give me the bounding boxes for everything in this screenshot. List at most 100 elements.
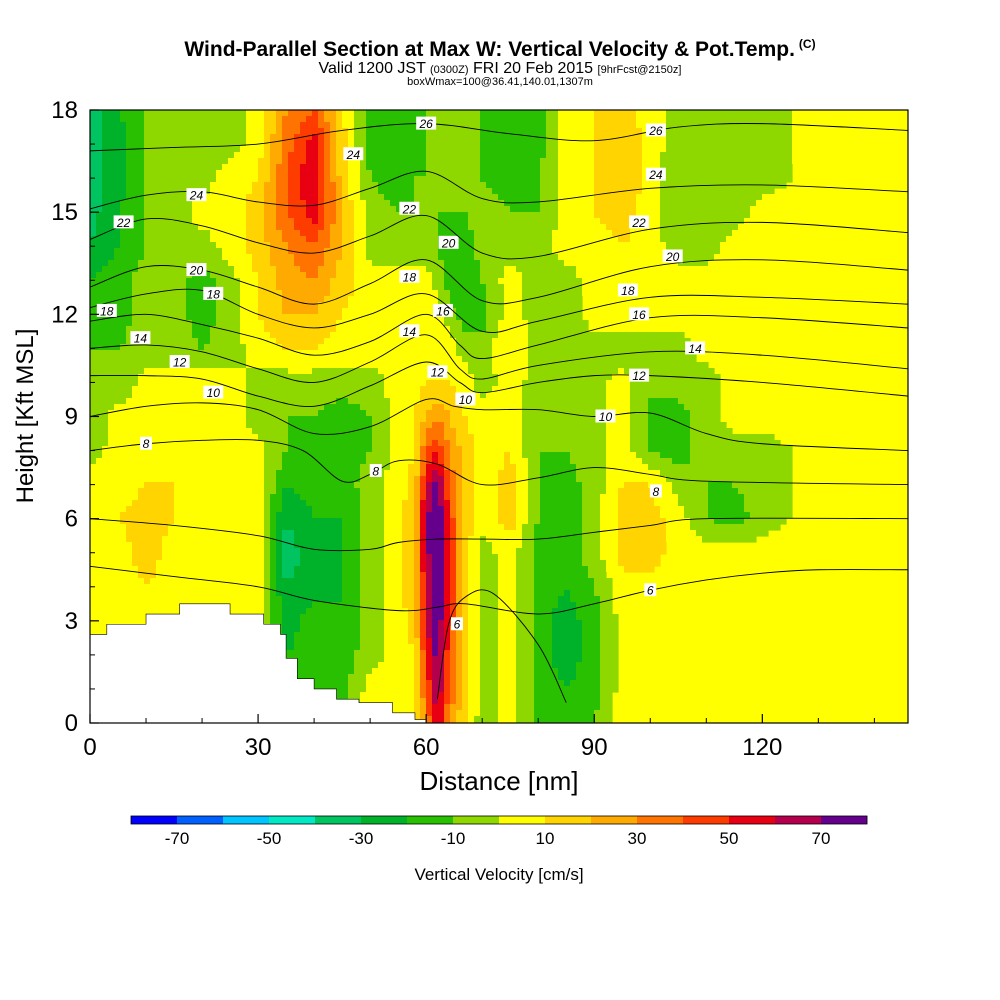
velocity-cell — [516, 638, 535, 645]
velocity-cell — [246, 410, 319, 417]
velocity-cell — [594, 188, 643, 195]
velocity-cell — [444, 578, 451, 585]
velocity-cell — [468, 674, 481, 681]
velocity-cell — [792, 146, 853, 153]
velocity-cell — [366, 206, 397, 213]
velocity-cell — [600, 626, 619, 633]
velocity-cell — [534, 614, 553, 621]
velocity-cell — [420, 434, 427, 441]
velocity-cell — [132, 284, 187, 291]
velocity-cell — [354, 122, 367, 129]
velocity-cell — [90, 602, 265, 609]
velocity-cell — [468, 692, 481, 699]
velocity-cell — [474, 512, 499, 519]
velocity-cell — [444, 566, 451, 573]
velocity-cell — [402, 578, 415, 585]
velocity-cell — [414, 446, 421, 453]
velocity-cell — [246, 350, 457, 357]
velocity-cell — [462, 494, 475, 501]
velocity-cell — [270, 524, 277, 531]
velocity-cell — [102, 452, 265, 459]
velocity-cell — [462, 506, 475, 513]
velocity-cell — [456, 710, 469, 717]
velocity-cell — [270, 554, 277, 561]
velocity-cell — [90, 284, 133, 291]
velocity-cell — [516, 674, 535, 681]
velocity-cell — [606, 404, 631, 411]
colorbar-tick-label: -50 — [257, 829, 282, 848]
velocity-cell — [324, 212, 337, 219]
velocity-cell — [384, 608, 409, 615]
velocity-cell — [450, 458, 463, 465]
velocity-cell — [408, 638, 421, 645]
velocity-cell — [384, 392, 421, 399]
velocity-cell — [558, 206, 595, 213]
velocity-cell — [450, 518, 457, 525]
velocity-cell — [306, 608, 361, 615]
velocity-cell — [594, 212, 637, 219]
velocity-cell — [426, 596, 433, 603]
velocity-cell — [288, 416, 373, 423]
velocity-cell — [144, 122, 247, 129]
velocity-cell — [246, 374, 385, 381]
velocity-cell — [354, 230, 367, 237]
velocity-cell — [144, 110, 247, 117]
velocity-cell — [468, 224, 559, 231]
velocity-cell — [456, 428, 469, 435]
velocity-cell — [120, 116, 145, 123]
velocity-cell — [462, 470, 475, 477]
velocity-cell — [354, 272, 433, 279]
velocity-cell — [462, 692, 469, 699]
velocity-cell — [228, 260, 253, 267]
velocity-cell — [264, 236, 283, 243]
velocity-cell — [318, 146, 325, 153]
velocity-cell — [636, 116, 667, 123]
velocity-cell — [318, 110, 325, 117]
velocity-cell — [270, 578, 277, 585]
velocity-cell — [570, 590, 595, 597]
velocity-cell — [366, 686, 415, 693]
velocity-cell — [618, 236, 631, 243]
velocity-cell — [264, 440, 289, 447]
velocity-cell — [618, 368, 625, 375]
velocity-cell — [456, 584, 463, 591]
velocity-cell — [276, 284, 331, 291]
velocity-cell — [432, 698, 439, 705]
velocity-cell — [414, 476, 421, 483]
velocity-cell — [426, 452, 433, 459]
velocity-cell — [282, 620, 301, 627]
velocity-cell — [450, 440, 457, 447]
velocity-cell — [144, 128, 247, 135]
velocity-cell — [450, 590, 457, 597]
velocity-cell — [144, 254, 223, 261]
velocity-cell — [270, 248, 289, 255]
velocity-cell — [426, 620, 433, 627]
velocity-cell — [720, 242, 865, 249]
velocity-cell — [222, 254, 253, 261]
velocity-cell — [324, 140, 331, 147]
velocity-cell — [498, 698, 517, 705]
velocity-cell — [444, 620, 451, 627]
velocity-cell — [414, 614, 421, 621]
velocity-cell — [426, 500, 433, 507]
velocity-cell — [426, 458, 433, 465]
velocity-cell — [282, 308, 319, 315]
velocity-cell — [402, 554, 415, 561]
velocity-cell — [498, 320, 529, 327]
velocity-cell — [336, 218, 343, 225]
velocity-cell — [480, 608, 499, 615]
velocity-cell — [588, 572, 607, 579]
velocity-cell — [480, 662, 499, 669]
velocity-cell — [384, 548, 403, 555]
velocity-cell — [372, 422, 391, 429]
velocity-cell — [498, 554, 517, 561]
velocity-cell — [546, 140, 559, 147]
velocity-cell — [90, 206, 103, 213]
velocity-cell — [594, 158, 643, 165]
velocity-cell — [462, 662, 469, 669]
velocity-cell — [174, 518, 265, 525]
colorbar-tick-label: 70 — [812, 829, 831, 848]
velocity-cell — [738, 224, 865, 231]
velocity-cell — [528, 368, 619, 375]
velocity-cell — [204, 344, 247, 351]
